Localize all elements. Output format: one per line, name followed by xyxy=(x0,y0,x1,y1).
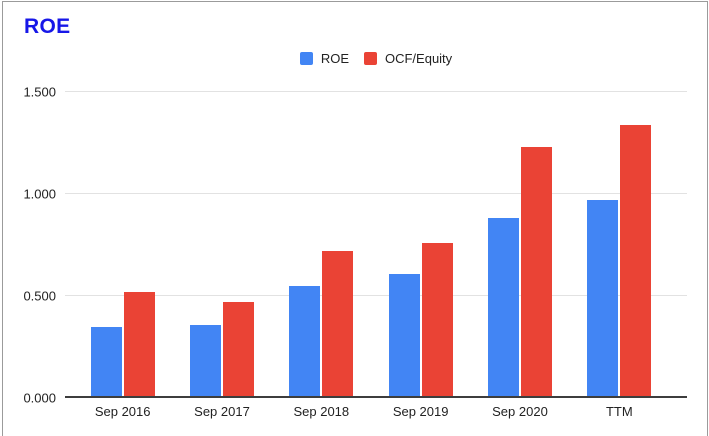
roe-bar-sep-2020[interactable] xyxy=(487,218,519,398)
chart-title: ROE xyxy=(24,15,71,38)
ocf-equity-bar-sep-2019[interactable] xyxy=(421,242,453,398)
legend-item-ocf-equity[interactable]: OCF/Equity xyxy=(363,51,453,66)
legend-label: ROE xyxy=(320,51,349,66)
bar-group-ttm xyxy=(570,92,669,398)
gridline xyxy=(65,91,687,92)
y-tick-label: 0.000 xyxy=(23,390,56,406)
y-tick-label: 1.000 xyxy=(23,186,56,202)
ocf-equity-legend-swatch-icon xyxy=(363,52,377,65)
x-tick-label: Sep 2017 xyxy=(194,404,250,419)
bar-group-sep-2020 xyxy=(470,92,569,398)
bar-groups xyxy=(73,92,669,398)
ocf-equity-bar-sep-2017[interactable] xyxy=(222,302,254,398)
roe-bar-sep-2016[interactable] xyxy=(90,326,122,398)
roe-bar-sep-2017[interactable] xyxy=(189,324,221,398)
roe-bar-sep-2019[interactable] xyxy=(388,273,420,398)
y-tick-label: 0.500 xyxy=(23,288,56,304)
ocf-equity-bar-sep-2016[interactable] xyxy=(123,291,155,398)
plot-area xyxy=(65,91,687,398)
gridline xyxy=(65,193,687,194)
ocf-equity-bar-sep-2018[interactable] xyxy=(322,251,354,398)
roe-legend-swatch-icon xyxy=(299,52,313,65)
x-tick-label: Sep 2020 xyxy=(492,404,548,419)
x-tick-label: Sep 2018 xyxy=(293,404,350,419)
roe-bar-ttm[interactable] xyxy=(587,200,619,398)
x-tick-label: Sep 2016 xyxy=(94,404,151,419)
ocf-equity-bar-ttm[interactable] xyxy=(620,124,652,398)
legend: ROE OCF/Equity xyxy=(65,51,687,66)
bar-group-sep-2018 xyxy=(272,92,371,398)
gridline xyxy=(65,295,687,296)
legend-label: OCF/Equity xyxy=(384,51,453,66)
roe-bar-sep-2018[interactable] xyxy=(289,285,321,398)
x-tick-label: TTM xyxy=(605,404,633,419)
x-axis-labels: Sep 2016 Sep 2017 Sep 2018 Sep 2019 Sep 2020… xyxy=(65,404,687,419)
bar-group-sep-2019 xyxy=(371,92,470,398)
bar-group-sep-2016 xyxy=(73,92,172,398)
y-axis-labels: 0.000 0.500 1.000 1.500 xyxy=(0,85,56,406)
bar-group-sep-2017 xyxy=(172,92,271,398)
x-axis-line xyxy=(65,396,687,398)
y-tick-label: 1.500 xyxy=(23,84,56,100)
legend-item-roe[interactable]: ROE xyxy=(299,51,349,66)
x-tick-label: Sep 2019 xyxy=(392,404,449,419)
ocf-equity-bar-sep-2020[interactable] xyxy=(520,147,552,398)
